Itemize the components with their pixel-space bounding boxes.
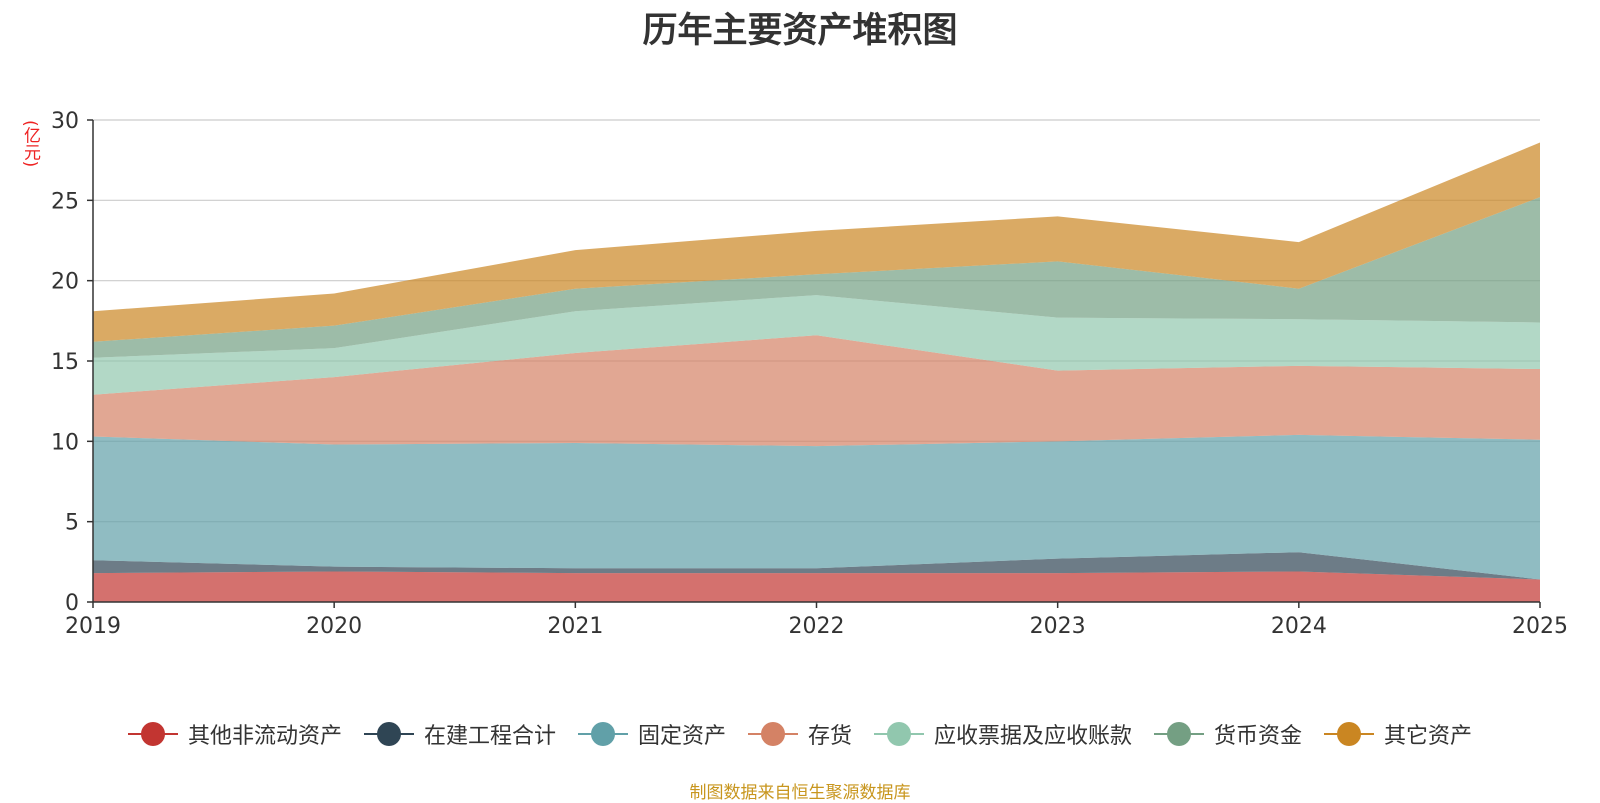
legend-label: 其它资产 [1384,724,1473,749]
legend-marker-icon [127,722,178,746]
x-tick-label: 2021 [547,614,603,639]
y-tick-label: 10 [51,430,79,455]
legend-label: 其他非流动资产 [187,724,342,749]
y-tick-label: 0 [65,591,79,616]
legend-label: 货币资金 [1214,724,1303,749]
legend-label: 应收票据及应收账款 [934,724,1133,749]
legend-label: 固定资产 [637,724,726,749]
x-tick-label: 2019 [65,614,121,639]
legend-item-0[interactable]: 其他非流动资产 [127,718,342,750]
x-tick-label: 2025 [1512,614,1568,639]
source-note: 制图数据来自恒生聚源数据库 [689,783,911,803]
legend-label: 存货 [807,724,852,749]
legend-marker-icon [1154,722,1205,746]
area-series-4[interactable] [93,295,1540,395]
y-tick-label: 15 [51,350,79,375]
y-tick-label: 20 [51,270,79,295]
area-series-2[interactable] [93,434,1540,580]
area-series [93,142,1540,602]
legend-item-4[interactable]: 应收票据及应收账款 [874,718,1132,750]
y-tick-label: 5 [65,511,79,536]
legend-marker-icon [747,722,798,746]
legend-label: 在建工程合计 [423,724,556,749]
y-axis-unit-label: (亿元) [20,120,40,168]
y-tick-label: 25 [51,189,79,214]
legend-item-6[interactable]: 其它资产 [1324,718,1472,750]
area-series-5[interactable] [93,197,1540,358]
legend-item-5[interactable]: 货币资金 [1154,718,1302,750]
area-series-6[interactable] [93,142,1540,342]
legend-marker-icon [577,722,628,746]
x-tick-label: 2020 [306,614,362,639]
area-series-0[interactable] [93,571,1540,602]
chart-title: 历年主要资产堆积图 [642,11,958,51]
legend-marker-icon [363,722,414,746]
y-tick-label: 30 [51,109,79,134]
legend-item-1[interactable]: 在建工程合计 [363,718,556,750]
legend-item-3[interactable]: 存货 [747,718,852,750]
x-tick-label: 2024 [1271,614,1327,639]
area-series-3[interactable] [93,335,1540,447]
legend-marker-icon [1324,722,1375,746]
x-tick-label: 2023 [1030,614,1086,639]
area-series-1[interactable] [93,552,1540,580]
legend: 其他非流动资产 在建工程合计 固定资产 存货 应收票据及应收账款 货币资金 其它资产 [0,718,1600,750]
x-tick-label: 2022 [789,614,845,639]
legend-marker-icon [874,722,924,746]
legend-item-2[interactable]: 固定资产 [577,718,726,750]
